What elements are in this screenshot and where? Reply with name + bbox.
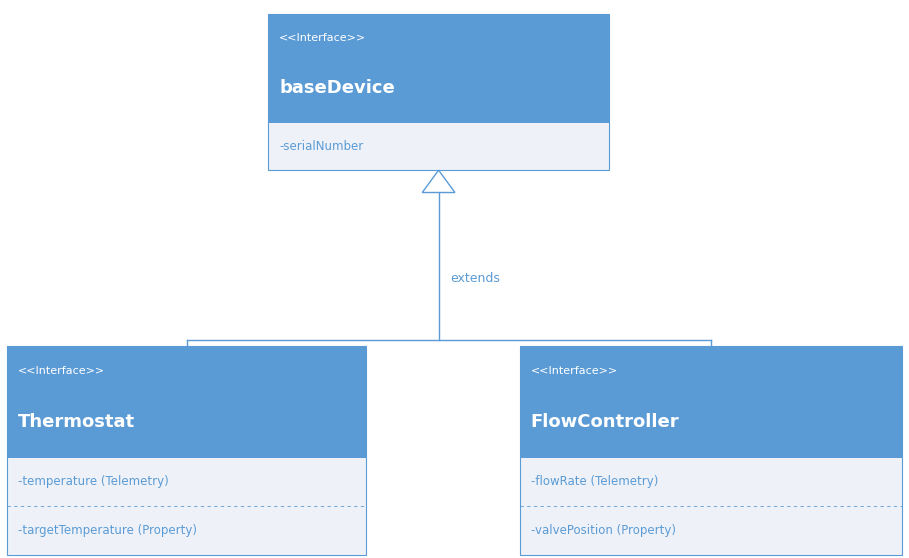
Text: -serialNumber: -serialNumber	[279, 140, 364, 153]
Bar	[520, 458, 902, 555]
Text: Thermostat: Thermostat	[18, 413, 135, 431]
Bar	[268, 14, 609, 123]
Text: -temperature (Telemetry): -temperature (Telemetry)	[18, 475, 169, 488]
Bar	[7, 346, 366, 458]
Text: <<Interface>>: <<Interface>>	[279, 33, 366, 43]
Text: FlowController: FlowController	[531, 413, 680, 431]
Text: -flowRate (Telemetry): -flowRate (Telemetry)	[531, 475, 658, 488]
Text: baseDevice: baseDevice	[279, 79, 395, 97]
Bar	[7, 458, 366, 555]
Text: extends: extends	[450, 272, 500, 286]
Text: -targetTemperature (Property): -targetTemperature (Property)	[18, 525, 197, 537]
Text: -valvePosition (Property): -valvePosition (Property)	[531, 525, 676, 537]
Bar	[268, 14, 609, 170]
Bar	[268, 123, 609, 170]
Bar	[520, 346, 902, 555]
Bar	[7, 346, 366, 555]
Text: <<Interface>>: <<Interface>>	[531, 365, 618, 376]
Polygon shape	[422, 170, 454, 193]
Text: <<Interface>>: <<Interface>>	[18, 365, 105, 376]
Bar	[520, 346, 902, 458]
